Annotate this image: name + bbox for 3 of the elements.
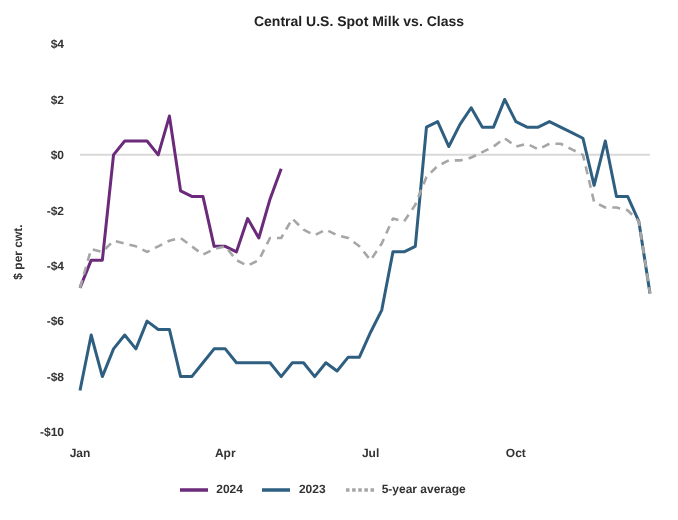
line-series <box>78 97 652 392</box>
line-series <box>78 114 283 290</box>
line-series <box>78 136 652 295</box>
